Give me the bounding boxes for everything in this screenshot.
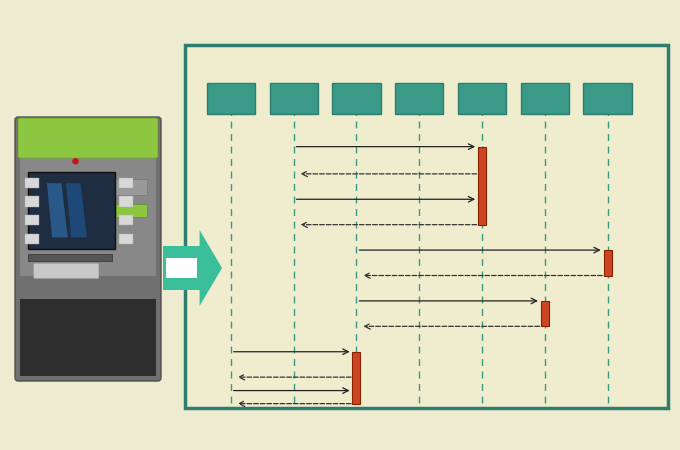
Bar: [333, 83, 381, 114]
Bar: [395, 83, 443, 114]
Bar: [583, 83, 632, 114]
Circle shape: [73, 159, 78, 164]
Bar: [20, 299, 156, 376]
Polygon shape: [166, 258, 197, 278]
Bar: [604, 250, 611, 275]
Polygon shape: [47, 183, 68, 238]
Bar: [269, 83, 318, 114]
Polygon shape: [66, 183, 87, 238]
Bar: [116, 204, 147, 217]
Bar: [119, 196, 133, 207]
Polygon shape: [163, 230, 222, 306]
Bar: [25, 178, 39, 188]
Bar: [25, 215, 39, 225]
Bar: [352, 352, 360, 404]
Bar: [541, 301, 549, 326]
Bar: [207, 83, 255, 114]
Bar: [116, 180, 147, 195]
Bar: [25, 196, 39, 207]
Bar: [521, 83, 569, 114]
FancyBboxPatch shape: [18, 118, 158, 158]
Bar: [458, 83, 506, 114]
FancyBboxPatch shape: [34, 264, 99, 279]
Bar: [20, 153, 156, 276]
Bar: [119, 215, 133, 225]
Bar: [119, 234, 133, 244]
Bar: [119, 178, 133, 188]
Bar: [185, 45, 668, 408]
Bar: [25, 234, 39, 244]
Bar: [478, 147, 486, 225]
Bar: [28, 254, 112, 261]
Bar: [28, 171, 115, 249]
FancyBboxPatch shape: [15, 117, 161, 381]
